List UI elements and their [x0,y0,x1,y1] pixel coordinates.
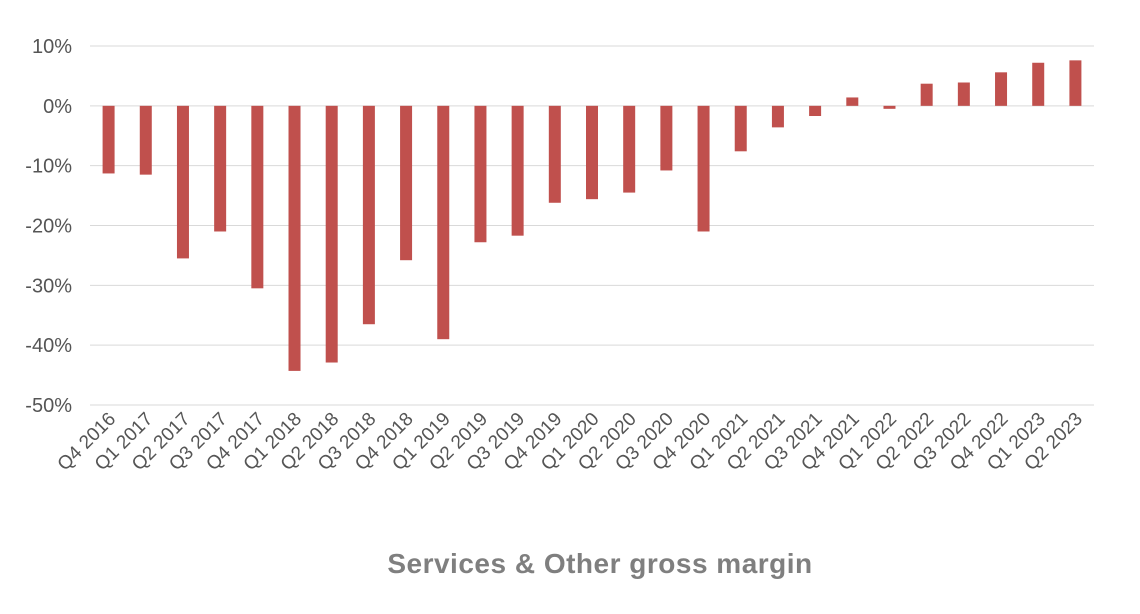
bar [809,105,822,117]
bar [995,72,1008,106]
bar [362,105,375,325]
bar [846,97,859,106]
bar [400,105,413,261]
y-tick-label: 10% [32,36,72,58]
y-tick-label: -10% [25,156,72,178]
y-axis-ticks: 10% 0% -10% -20% -30% -40% -50% [25,36,72,417]
bar [734,105,747,152]
bar [288,105,301,371]
bar [139,105,152,175]
bar [660,105,673,171]
bar [102,105,115,174]
bar [771,105,784,128]
bar [437,105,450,340]
bar [1032,62,1045,106]
bar [920,83,933,106]
y-tick-label: -50% [25,395,72,417]
bar [548,105,561,203]
y-tick-label: 0% [43,96,72,118]
y-tick-label: -30% [25,275,72,297]
bar [623,105,636,193]
y-tick-label: -20% [25,216,72,238]
bar [883,105,896,109]
bar [586,105,598,200]
bar [1069,60,1082,106]
y-tick-label: -40% [25,335,72,357]
bar [325,105,338,363]
bar [474,105,487,243]
bar [214,105,227,232]
gridlines [90,45,1094,406]
bars [102,60,1082,371]
bar [176,105,189,259]
chart-title: Services & Other gross margin [387,548,813,579]
bar [251,105,264,289]
bar [697,105,710,232]
bar [511,105,524,236]
bar [957,82,970,106]
